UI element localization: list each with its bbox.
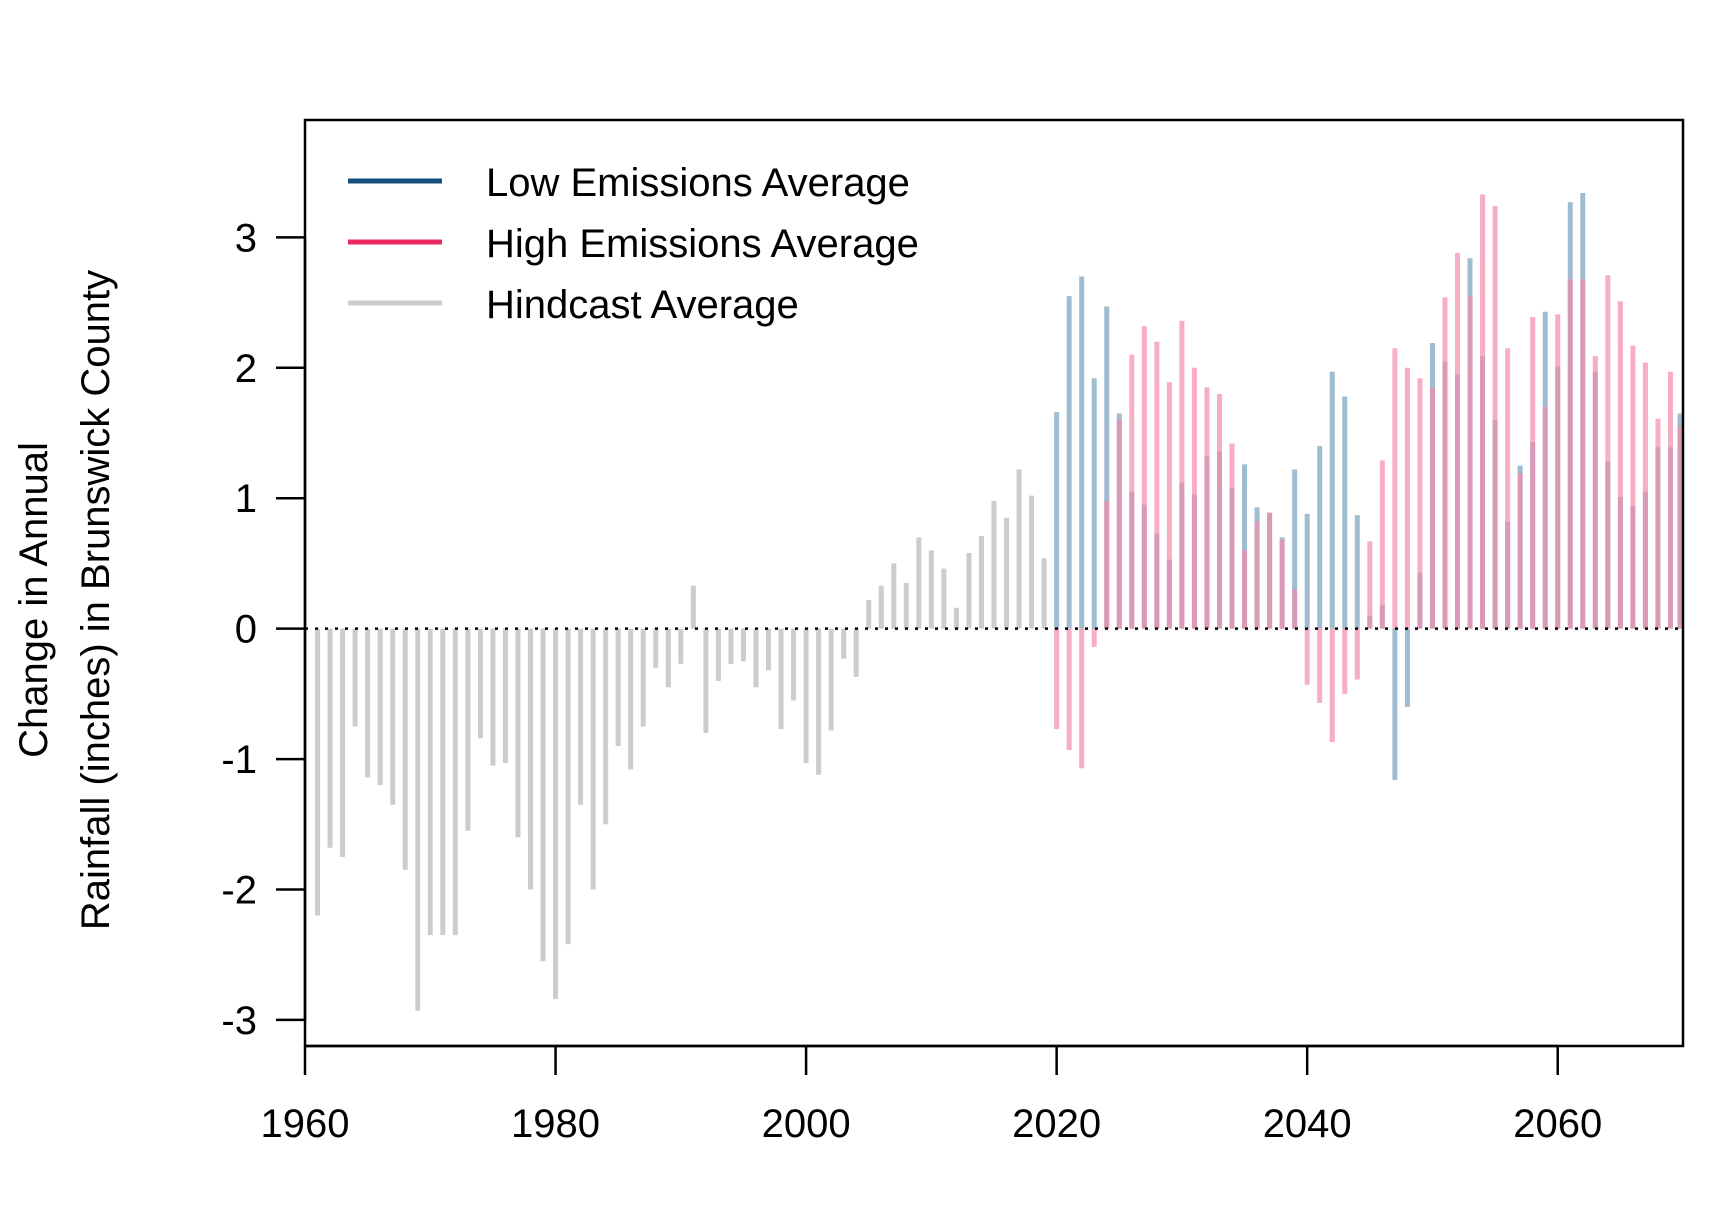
y-tick-label-2: 2 (235, 347, 257, 391)
x-tick-label-1960: 1960 (261, 1102, 350, 1146)
legend-label-hindcast: Hindcast Average (486, 283, 799, 327)
x-axis: 1960 1980 2000 2020 2040 2060 (261, 1044, 1602, 1146)
x-tick-label-1980: 1980 (511, 1102, 600, 1146)
x-tick-label-2000: 2000 (762, 1102, 851, 1146)
x-tick-label-2020: 2020 (1012, 1102, 1101, 1146)
y-axis: -3 -2 -1 0 1 2 3 (221, 216, 307, 1043)
x-tick-label-2040: 2040 (1263, 1102, 1352, 1146)
y-tick-label--1: -1 (221, 738, 257, 782)
legend: Low Emissions Average High Emissions Ave… (348, 161, 919, 327)
x-tick-label-2060: 2060 (1513, 1102, 1602, 1146)
y-axis-title-line-1: Change in Annual (12, 442, 56, 758)
y-tick-label--3: -3 (221, 999, 257, 1043)
y-tick-label--2: -2 (221, 868, 257, 912)
legend-label-high: High Emissions Average (486, 222, 919, 266)
legend-label-low: Low Emissions Average (486, 161, 910, 205)
y-tick-label-3: 3 (235, 216, 257, 260)
y-axis-title: Change in Annual Rainfall (inches) in Br… (12, 270, 118, 930)
y-tick-label-0: 0 (235, 608, 257, 652)
y-axis-title-line-2: Rainfall (inches) in Brunswick County (74, 270, 118, 930)
bar-marks (315, 193, 1683, 1011)
y-tick-label-1: 1 (235, 477, 257, 521)
